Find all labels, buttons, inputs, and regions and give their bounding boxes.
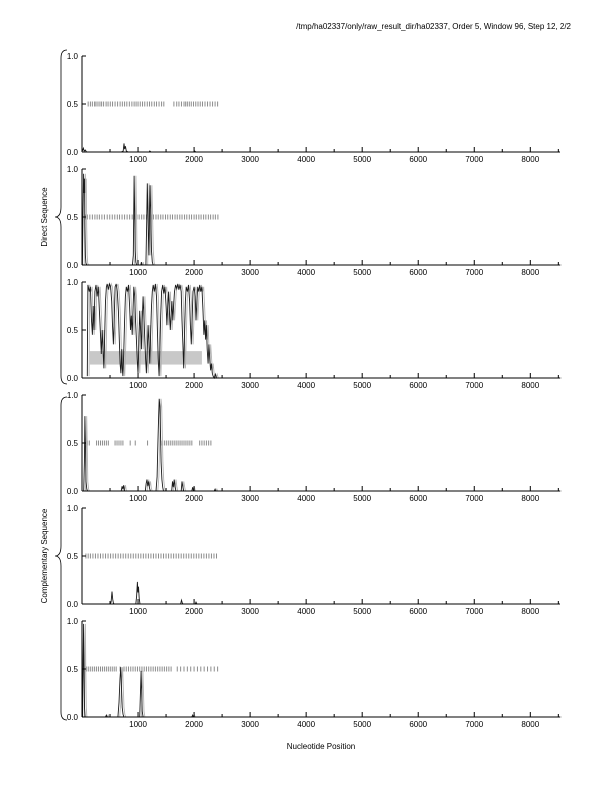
x-tick-label: 1000 (129, 381, 147, 390)
complementary-group-brace (54, 396, 68, 721)
y-tick-label: 0.5 (67, 213, 79, 222)
y-tick-label: 1.0 (67, 504, 79, 513)
x-tick-label: 6000 (409, 268, 427, 277)
x-tick-label: 7000 (465, 494, 483, 503)
x-tick-label: 3000 (241, 494, 259, 503)
y-tick-label: 0.0 (67, 600, 79, 609)
x-tick-label: 1000 (129, 720, 147, 729)
x-tick-label: 8000 (521, 607, 539, 616)
panel-direct-1: 0.0 0.5 1.0 1000 2000 3000 4000 5000 6000 7000 800… (67, 52, 560, 164)
x-tick-label: 1000 (129, 607, 147, 616)
x-tick-label: 7000 (465, 720, 483, 729)
x-tick-label: 8000 (521, 720, 539, 729)
x-tick-label: 5000 (353, 268, 371, 277)
x-tick-label: 5000 (353, 720, 371, 729)
panel-direct-3: 0.0 0.5 1.0 1000 2000 3000 4000 5000 6000 7000 800… (67, 278, 562, 390)
x-tick-label: 2000 (185, 494, 203, 503)
x-tick-label: 2000 (185, 268, 203, 277)
y-tick-label: 1.0 (67, 165, 79, 174)
y-tick-label: 0.5 (67, 552, 79, 561)
x-tick-label: 2000 (185, 381, 203, 390)
y-tick-label: 0.5 (67, 100, 79, 109)
x-tick-label: 1000 (129, 494, 147, 503)
x-tick-label: 7000 (465, 155, 483, 164)
probability-curve (81, 143, 560, 153)
x-tick-label: 8000 (521, 381, 539, 390)
x-tick-label: 4000 (297, 607, 315, 616)
x-tick-label: 3000 (241, 720, 259, 729)
x-tick-label: 1000 (129, 268, 147, 277)
x-tick-label: 7000 (465, 268, 483, 277)
y-tick-label: 0.5 (67, 326, 79, 335)
x-tick-label: 6000 (409, 720, 427, 729)
probability-curve (109, 581, 560, 605)
x-tick-label: 7000 (465, 607, 483, 616)
panel-complementary-3: 0.0 0.5 1.0 1000 2000 3000 4000 5000 6000 7000 800… (67, 617, 562, 729)
x-tick-label: 3000 (241, 381, 259, 390)
panel-complementary-2: 0.0 0.5 1.0 1000 2000 3000 4000 5000 6000 7000 800… (67, 504, 560, 616)
x-tick-label: 3000 (241, 155, 259, 164)
x-tick-label: 2000 (185, 607, 203, 616)
x-tick-label: 5000 (353, 381, 371, 390)
probability-curve-shadow (83, 623, 562, 718)
direct-group-brace (54, 49, 68, 385)
probability-curve (81, 173, 560, 266)
panel-direct-2: 0.0 0.5 1.0 1000 2000 3000 4000 5000 6000 7000 800… (67, 165, 562, 277)
y-tick-label: 0.0 (67, 487, 79, 496)
x-axis-title: Nucleotide Position (287, 742, 355, 751)
x-tick-label: 4000 (297, 155, 315, 164)
y-tick-label: 0.5 (67, 665, 79, 674)
y-tick-label: 1.0 (67, 52, 79, 61)
x-tick-label: 8000 (521, 494, 539, 503)
x-tick-label: 1000 (129, 155, 147, 164)
x-tick-label: 3000 (241, 607, 259, 616)
x-tick-label: 4000 (297, 720, 315, 729)
x-tick-label: 6000 (409, 381, 427, 390)
x-tick-label: 5000 (353, 155, 371, 164)
x-tick-label: 7000 (465, 381, 483, 390)
y-tick-label: 1.0 (67, 391, 79, 400)
x-tick-label: 4000 (297, 268, 315, 277)
y-tick-label: 0.0 (67, 374, 79, 383)
x-tick-label: 3000 (241, 268, 259, 277)
x-tick-label: 8000 (521, 155, 539, 164)
chart-title: /tmp/ha02337/only/raw_result_dir/ha02337… (296, 22, 571, 31)
probability-curve (86, 282, 560, 380)
x-tick-label: 6000 (409, 494, 427, 503)
probability-curve-shadow (88, 282, 562, 380)
probability-curve (82, 623, 560, 718)
probability-curve (83, 398, 560, 492)
y-tick-label: 0.0 (67, 261, 79, 270)
group-label-direct: Direct Sequence (40, 187, 49, 247)
x-tick-label: 4000 (297, 381, 315, 390)
x-tick-label: 5000 (353, 494, 371, 503)
x-tick-label: 8000 (521, 268, 539, 277)
panel-complementary-1: 0.0 0.5 1.0 1000 2000 3000 4000 5000 6000 7000 800… (67, 391, 562, 503)
x-tick-label: 4000 (297, 494, 315, 503)
x-tick-label: 5000 (353, 607, 371, 616)
y-tick-label: 0.0 (67, 148, 79, 157)
group-label-complementary: Complementary Sequence (40, 508, 49, 603)
y-tick-label: 0.0 (67, 713, 79, 722)
y-tick-label: 1.0 (67, 617, 79, 626)
x-tick-label: 2000 (185, 720, 203, 729)
panels-layer: 0.0 0.5 1.0 1000 2000 3000 4000 5000 6000 7000 800… (67, 52, 562, 729)
y-tick-label: 0.5 (67, 439, 79, 448)
x-tick-label: 2000 (185, 155, 203, 164)
y-tick-label: 1.0 (67, 278, 79, 287)
x-tick-label: 6000 (409, 607, 427, 616)
x-tick-label: 6000 (409, 155, 427, 164)
